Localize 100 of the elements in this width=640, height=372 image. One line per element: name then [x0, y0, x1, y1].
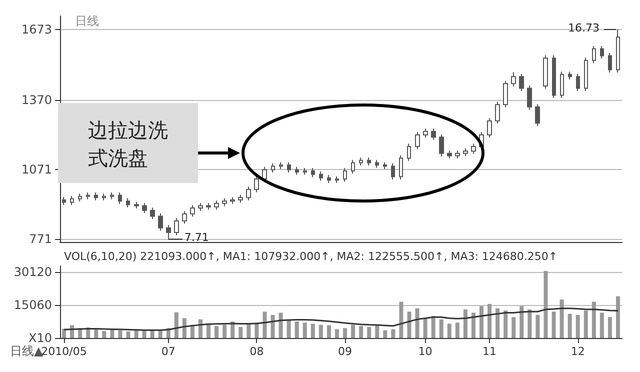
bar [488, 304, 492, 338]
candlestick [359, 157, 363, 166]
x-tick-label: 12 [570, 345, 585, 358]
bar [592, 302, 596, 338]
candlestick [319, 171, 323, 182]
candlestick [351, 159, 355, 174]
candlestick [126, 198, 130, 208]
bar [552, 312, 556, 338]
bar [310, 324, 315, 338]
bar [174, 312, 178, 338]
y-tick-label: 30120 [14, 264, 52, 279]
bar [512, 317, 516, 338]
candlestick [543, 54, 548, 90]
x-tick-label: 08 [250, 345, 264, 358]
candlestick [431, 128, 436, 140]
candlestick [535, 104, 540, 126]
candlestick [142, 202, 147, 214]
bar [359, 326, 364, 338]
candlestick [327, 174, 331, 184]
bar [142, 330, 146, 338]
bar [222, 324, 227, 338]
candlestick [70, 195, 74, 206]
bar [214, 326, 219, 338]
bar [318, 324, 323, 338]
chart-subtitle: 日线 [75, 14, 99, 28]
bar [471, 312, 476, 338]
candlestick [118, 192, 122, 204]
bar [230, 322, 235, 338]
candlestick [383, 162, 387, 170]
bar [270, 314, 275, 338]
bar [480, 306, 484, 338]
bar [520, 306, 524, 338]
candlestick [375, 159, 379, 168]
bar [383, 330, 388, 338]
candlestick [503, 80, 508, 108]
candlestick [102, 193, 106, 201]
bar [367, 327, 372, 338]
candlestick [134, 201, 139, 210]
candlestick [335, 176, 339, 184]
candlestick [600, 45, 604, 60]
text: VOL(6,10,20) 221093.000↑, MA1: 107932.000↑, MA2: 122555.500↑, MA3: 124680.250↑ [64, 250, 558, 263]
candlestick [110, 192, 114, 200]
bar [254, 322, 259, 338]
candlestick [447, 150, 452, 160]
candlestick [214, 200, 219, 210]
candlestick [166, 224, 171, 240]
bar [278, 312, 283, 338]
candlestick [287, 162, 291, 173]
bar [536, 314, 540, 338]
candlestick [295, 166, 299, 176]
x-tick-label: 11 [482, 345, 497, 358]
candlestick [415, 132, 420, 150]
candlestick [246, 186, 251, 201]
bar [182, 318, 186, 338]
bar [351, 324, 356, 338]
candlestick [182, 210, 187, 224]
bar [198, 319, 202, 338]
bar [334, 329, 339, 338]
candlestick [238, 194, 243, 204]
candlestick [343, 168, 347, 182]
bar [496, 308, 500, 338]
candlestick [150, 207, 155, 220]
bar [110, 330, 114, 338]
candlestick [94, 192, 98, 201]
annotation: 16.73 [568, 21, 600, 34]
bar [126, 331, 130, 338]
candlestick [608, 52, 612, 73]
candlestick [487, 118, 492, 138]
candlestick [62, 196, 66, 206]
annotation: 边拉边洗式洗盘 [88, 118, 168, 170]
candlestick [78, 193, 82, 202]
bar [423, 318, 428, 338]
bar [262, 312, 267, 338]
candlestick [584, 57, 588, 92]
bar [343, 328, 348, 338]
bar [375, 324, 380, 338]
bar [134, 330, 138, 338]
bar [504, 310, 508, 338]
x-tick-label: 09 [338, 345, 352, 358]
candlestick [206, 202, 211, 210]
candlestick [568, 71, 572, 80]
y-tick-label: 1071 [21, 162, 52, 176]
bar [560, 300, 564, 338]
bar [447, 324, 452, 338]
bar [102, 330, 106, 338]
annotation: 7.71 [184, 231, 209, 244]
bar [463, 309, 468, 338]
bar [600, 312, 604, 338]
candlestick [190, 204, 195, 218]
candlestick [527, 85, 532, 110]
bar [118, 330, 122, 338]
bar [407, 312, 412, 338]
bar [326, 325, 331, 338]
candlestick [576, 73, 580, 92]
y-tick-label: 15060 [14, 298, 52, 312]
candlestick [222, 198, 227, 207]
candlestick [311, 168, 315, 178]
x-tick-label: 10 [418, 345, 432, 358]
candlestick [616, 28, 620, 73]
bar [584, 310, 588, 338]
